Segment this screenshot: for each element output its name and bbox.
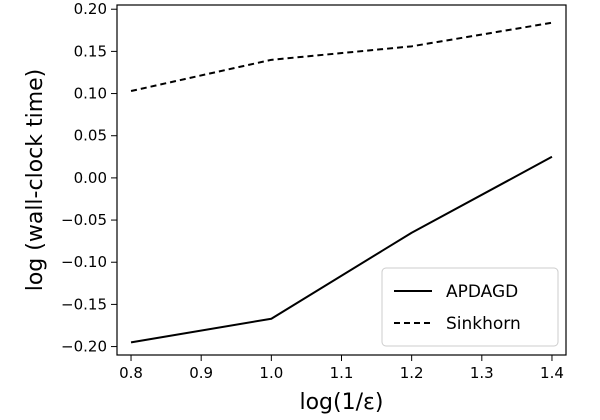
- y-tick-label: 0.00: [74, 169, 107, 187]
- y-axis: −0.20 −0.15 −0.10 −0.05 0.00 0.05 0.10 0.15 0.20: [61, 0, 117, 356]
- series-line-sinkhorn: [130, 21, 553, 93]
- y-tick-label: 0.10: [74, 85, 107, 103]
- y-tick-label: −0.20: [61, 338, 107, 356]
- legend-entry-apdagd: APDAGD: [446, 282, 518, 302]
- x-tick-label: 1.0: [259, 364, 283, 382]
- x-tick-label: 1.4: [540, 364, 564, 382]
- series-layer: [130, 21, 553, 344]
- x-tick-label: 0.8: [119, 364, 143, 382]
- legend-box: [381, 267, 559, 347]
- y-tick-label: −0.15: [61, 295, 107, 313]
- y-tick-label: −0.10: [61, 253, 107, 271]
- x-tick-label: 1.1: [330, 364, 354, 382]
- x-tick-label: 0.9: [189, 364, 213, 382]
- y-tick-label: 0.15: [74, 42, 107, 60]
- x-tick-label: 1.3: [470, 364, 494, 382]
- plot-frame: [116, 4, 567, 356]
- y-tick-label: −0.05: [61, 211, 107, 229]
- legend-entry-sinkhorn: Sinkhorn: [446, 314, 521, 334]
- y-axis-label: log (wall-clock time): [23, 69, 48, 292]
- x-tick-label: 1.2: [400, 364, 424, 382]
- series-line-apdagd: [130, 155, 553, 344]
- x-axis-label: log(1/ε): [299, 390, 383, 415]
- y-tick-label: 0.20: [74, 0, 107, 18]
- y-tick-label: 0.05: [74, 127, 107, 145]
- x-axis: 0.8 0.9 1.0 1.1 1.2 1.3 1.4: [119, 355, 564, 382]
- legend: APDAGD Sinkhorn: [381, 267, 559, 347]
